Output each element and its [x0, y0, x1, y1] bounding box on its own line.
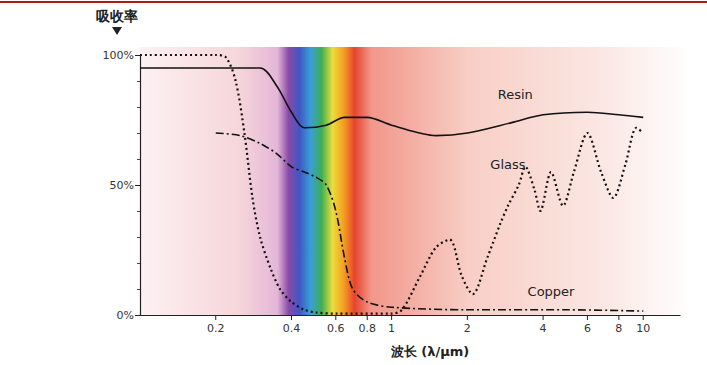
svg-text:10: 10	[636, 322, 650, 335]
svg-text:50%: 50%	[110, 179, 134, 192]
svg-text:吸收率: 吸收率	[96, 8, 138, 24]
svg-text:Glass: Glass	[490, 157, 525, 172]
svg-text:0.2: 0.2	[207, 322, 225, 335]
svg-text:0.6: 0.6	[327, 322, 345, 335]
svg-text:6: 6	[584, 322, 591, 335]
svg-text:8: 8	[615, 322, 622, 335]
svg-text:1: 1	[388, 322, 395, 335]
svg-text:4: 4	[540, 322, 547, 335]
svg-text:波长 (λ/μm): 波长 (λ/μm)	[390, 344, 470, 359]
svg-text:0%: 0%	[117, 309, 134, 322]
svg-text:Resin: Resin	[498, 87, 533, 102]
svg-text:2: 2	[464, 322, 471, 335]
svg-text:Copper: Copper	[528, 284, 576, 299]
svg-text:0.8: 0.8	[358, 322, 376, 335]
svg-text:100%: 100%	[103, 49, 134, 62]
svg-text:0.4: 0.4	[283, 322, 301, 335]
